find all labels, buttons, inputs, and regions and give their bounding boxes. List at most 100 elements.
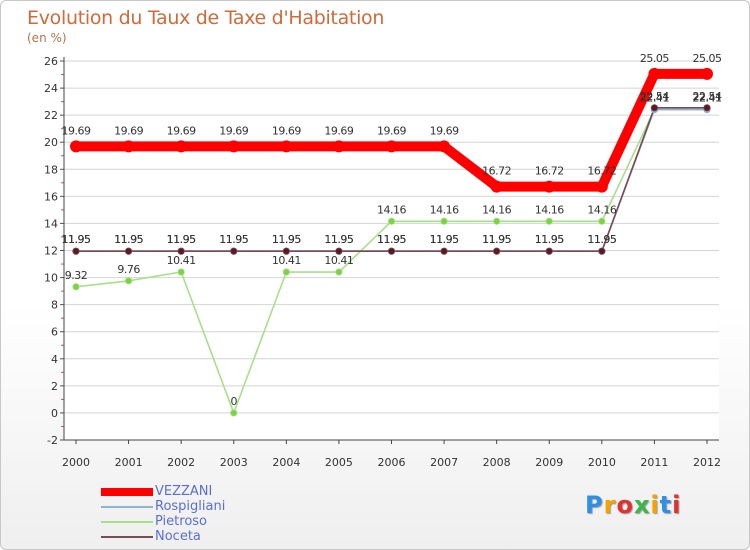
logo-letter: o	[616, 491, 634, 519]
x-tick-label: 2010	[588, 456, 616, 469]
data-point-pietroso	[387, 217, 396, 225]
data-point-vezzani	[70, 140, 82, 153]
data-label-vezzani: 25.05	[640, 52, 669, 65]
data-point-noceta	[545, 247, 553, 255]
data-point-pietroso	[545, 217, 553, 225]
data-label-pietroso: 10.41	[272, 254, 301, 267]
legend-swatch-pietroso	[101, 521, 153, 523]
x-tick-label: 2012	[693, 456, 721, 469]
legend-item-vezzani: VEZZANI	[101, 484, 321, 500]
data-label-vezzani: 16.72	[535, 165, 564, 178]
x-tick-label: 2001	[115, 456, 143, 469]
data-point-vezzani	[648, 67, 661, 80]
y-tick-label: 18	[44, 163, 58, 176]
data-label-rospigliani: 22.41	[640, 92, 669, 105]
data-label-pietroso: 10.41	[324, 254, 353, 267]
legend-label-rospigliani: Rospigliani	[155, 499, 226, 514]
legend-swatch-vezzani	[101, 488, 153, 496]
data-point-pietroso	[335, 268, 343, 276]
legend-item-noceta: Noceta	[101, 529, 321, 545]
data-label-rospigliani: 11.95	[219, 233, 248, 246]
proxiti-logo: Proxiti	[585, 491, 681, 519]
data-point-noceta	[387, 247, 396, 255]
data-label-noceta: 11.95	[219, 233, 248, 246]
data-label-noceta: 11.95	[167, 233, 196, 246]
data-label-rospigliani: 11.95	[272, 233, 301, 246]
x-tick-label: 2007	[430, 456, 458, 469]
data-label-pietroso: 9.32	[65, 269, 88, 282]
data-label-noceta: 11.95	[114, 233, 143, 246]
data-label-pietroso: 14.16	[587, 203, 616, 216]
data-label-pietroso: 14.16	[482, 203, 511, 216]
data-point-noceta	[177, 247, 185, 255]
data-label-rospigliani: 11.95	[324, 233, 353, 246]
data-label-vezzani: 25.05	[693, 52, 722, 65]
data-point-pietroso	[230, 409, 238, 417]
y-tick-label: 12	[44, 245, 58, 258]
data-label-noceta: 11.95	[62, 233, 91, 246]
x-tick-label: 2011	[640, 456, 668, 469]
data-point-vezzani	[385, 140, 398, 153]
x-tick-label: 2008	[483, 456, 511, 469]
data-point-vezzani	[227, 140, 240, 153]
logo-letter: P	[585, 491, 604, 519]
logo-letter: t	[659, 491, 673, 519]
legend-label-pietroso: Pietroso	[155, 514, 207, 529]
data-label-rospigliani: 11.95	[62, 233, 91, 246]
y-tick-label: 6	[51, 326, 58, 339]
y-tick-label: 8	[51, 299, 58, 312]
chart-subtitle: (en %)	[27, 31, 67, 45]
x-tick-label: 2000	[62, 456, 90, 469]
legend-label-vezzani: VEZZANI	[155, 484, 213, 499]
data-label-vezzani: 19.69	[377, 124, 406, 137]
x-tick-label: 2003	[220, 456, 248, 469]
x-tick-label: 2009	[535, 456, 563, 469]
y-tick-label: 0	[51, 407, 58, 420]
data-label-noceta: 11.95	[587, 233, 616, 246]
data-label-noceta: 11.95	[324, 233, 353, 246]
data-label-vezzani: 19.69	[167, 124, 196, 137]
data-point-noceta	[335, 247, 343, 255]
data-label-vezzani: 19.69	[272, 124, 301, 137]
data-label-rospigliani: 11.95	[430, 233, 459, 246]
data-point-noceta	[440, 247, 448, 255]
y-tick-label: 22	[44, 109, 58, 122]
y-tick-label: 26	[44, 55, 58, 68]
data-label-pietroso: 14.16	[430, 203, 459, 216]
data-point-vezzani	[595, 180, 608, 193]
data-point-noceta	[703, 104, 711, 112]
data-label-rospigliani: 11.95	[377, 233, 406, 246]
data-label-vezzani: 16.72	[482, 165, 511, 178]
data-label-vezzani: 19.69	[219, 124, 248, 137]
data-point-noceta	[124, 247, 133, 255]
y-tick-label: 24	[44, 82, 58, 95]
data-label-pietroso: 10.41	[167, 254, 196, 267]
y-tick-label: 4	[51, 353, 58, 366]
data-point-vezzani	[175, 140, 188, 153]
data-label-rospigliani: 11.95	[535, 233, 564, 246]
logo-letter: x	[633, 491, 651, 519]
data-point-pietroso	[177, 268, 185, 276]
legend-item-pietroso: Pietroso	[101, 514, 321, 530]
data-point-noceta	[72, 247, 80, 255]
data-label-pietroso: 22.41	[693, 92, 722, 105]
data-point-pietroso	[493, 217, 501, 225]
legend-item-rospigliani: Rospigliani	[101, 499, 321, 515]
legend-label-noceta: Noceta	[155, 529, 201, 544]
data-label-vezzani: 19.69	[114, 124, 143, 137]
data-point-vezzani	[122, 140, 135, 153]
data-point-noceta	[493, 247, 501, 255]
logo-letter: i	[650, 491, 660, 519]
data-label-noceta: 11.95	[272, 233, 301, 246]
data-label-noceta: 22.54	[693, 90, 722, 103]
legend: VEZZANI Rospigliani Pietroso Noceta	[101, 484, 321, 545]
data-label-noceta: 11.95	[535, 233, 564, 246]
data-point-noceta	[282, 247, 290, 255]
data-label-vezzani: 16.72	[587, 165, 616, 178]
data-point-noceta	[598, 247, 606, 255]
data-point-pietroso	[440, 217, 448, 225]
y-tick-label: 2	[51, 380, 58, 393]
data-point-pietroso	[282, 268, 290, 276]
legend-swatch-rospigliani	[101, 506, 153, 508]
